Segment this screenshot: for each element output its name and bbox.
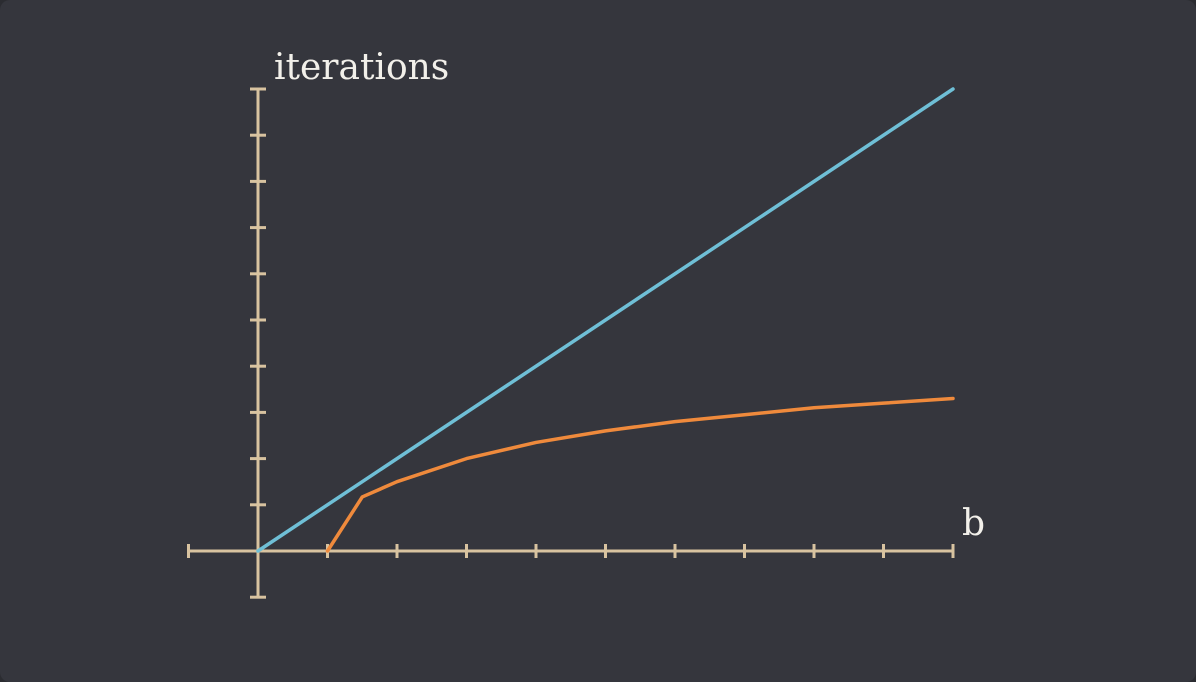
axes-group [187, 87, 955, 599]
series-group [256, 87, 955, 553]
x-axis-label: b [962, 503, 985, 544]
series-line-1 [256, 87, 955, 553]
y-axis-label: iterations [274, 47, 449, 88]
series-line-2 [325, 396, 955, 553]
